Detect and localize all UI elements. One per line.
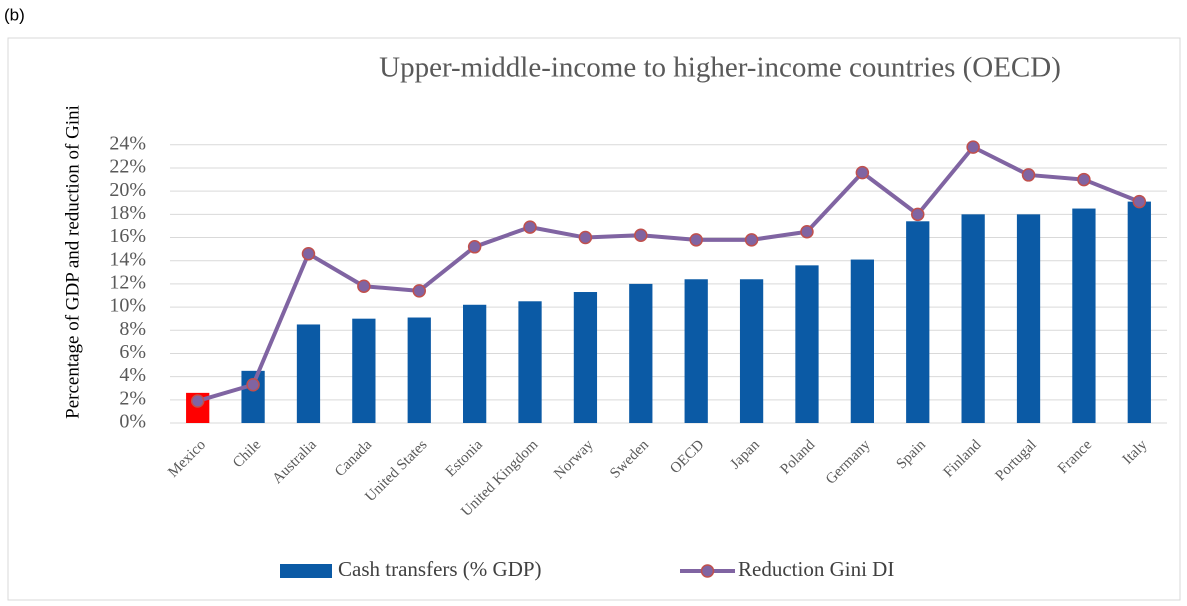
x-tick-label: Norway	[551, 437, 597, 483]
bar	[296, 324, 321, 423]
x-tick-label: Australia	[270, 437, 320, 487]
y-tick-label: 12%	[109, 271, 146, 293]
x-tick-label: OECD	[667, 437, 707, 477]
bar	[1127, 201, 1151, 423]
x-tick-label: Canada	[332, 437, 375, 480]
line-marker	[467, 240, 482, 254]
x-tick-label: Sweden	[607, 437, 652, 482]
line-marker	[301, 247, 316, 261]
y-tick-label: 8%	[119, 318, 146, 340]
y-tick-label: 24%	[109, 132, 146, 154]
line-marker	[855, 165, 870, 180]
bar	[906, 221, 930, 423]
x-tick-label: Italy	[1120, 437, 1151, 468]
line-marker	[523, 220, 537, 234]
y-axis-label: Percentage of GDP and reduction of Gini	[62, 105, 83, 419]
line-marker	[190, 394, 205, 408]
x-tick-label: Portugal	[993, 437, 1040, 484]
y-tick-label: 2%	[119, 387, 146, 409]
line-marker	[966, 140, 980, 154]
panel-label: (b)	[4, 5, 25, 24]
line-marker	[357, 279, 371, 293]
x-tick-label: Mexico	[165, 437, 209, 481]
bar	[518, 301, 542, 423]
y-tick-label: 6%	[119, 341, 146, 363]
line-marker	[412, 284, 426, 298]
y-tick-label: 22%	[109, 156, 146, 178]
bar	[739, 279, 764, 423]
y-tick-label: 18%	[109, 202, 146, 224]
x-tick-label: Finland	[941, 437, 985, 481]
x-tick-label: Estonia	[443, 437, 486, 480]
line-marker	[1021, 168, 1036, 182]
bar	[463, 304, 487, 423]
chart-title: Upper-middle-income to higher-income cou…	[379, 52, 1061, 84]
y-tick-label: 10%	[109, 295, 146, 317]
line-marker	[578, 230, 593, 245]
x-tick-label: Germany	[823, 437, 874, 488]
bar	[961, 214, 985, 423]
bar	[1016, 214, 1041, 423]
line-marker	[800, 224, 814, 239]
bar	[850, 259, 874, 423]
bar	[795, 265, 819, 423]
chart-frame	[7, 37, 1181, 601]
x-tick-label: Spain	[894, 437, 930, 473]
y-tick-label: 14%	[109, 248, 146, 270]
legend-label: Cash transfers (% GDP)	[338, 557, 542, 581]
x-tick-label: Japan	[727, 437, 763, 473]
bar	[352, 318, 376, 423]
line-marker	[246, 377, 260, 392]
line-marker	[1132, 194, 1147, 209]
line-marker	[689, 233, 703, 247]
x-tick-label: Poland	[777, 437, 818, 478]
line	[197, 145, 1141, 403]
legend-label: Reduction Gini DI	[738, 557, 894, 581]
bar	[684, 279, 708, 423]
bar	[1072, 208, 1096, 423]
bar	[573, 292, 598, 423]
bar	[629, 283, 653, 423]
legend-marker	[700, 564, 715, 578]
bar	[407, 317, 431, 423]
y-tick-label: 4%	[119, 364, 146, 386]
line-marker	[911, 207, 925, 222]
y-tick-label: 16%	[109, 225, 146, 247]
legend-swatch	[280, 564, 332, 578]
line-marker	[744, 233, 759, 247]
x-tick-label: Chile	[230, 437, 265, 472]
line-marker	[1077, 172, 1091, 187]
x-tick-label: France	[1055, 437, 1095, 477]
y-tick-label: 20%	[109, 179, 146, 201]
line-marker	[634, 228, 648, 242]
y-tick-label: 0%	[119, 411, 146, 433]
